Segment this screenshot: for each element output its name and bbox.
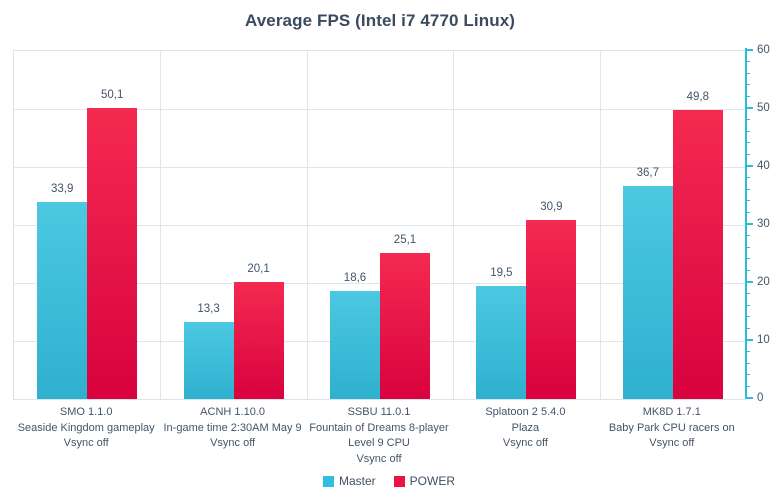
category-label-line: SSBU 11.0.1 (347, 406, 411, 418)
y-tick-minor (747, 293, 750, 295)
category-label-4: MK8D 1.7.1 Baby Park CPU racers on Vsync o… (585, 405, 759, 452)
bar-value-label: 49,8 (686, 91, 709, 104)
bar-value-label: 50,1 (100, 89, 124, 102)
y-axis: 0 10 20 30 40 50 60 (745, 44, 778, 404)
bar-value-label: 20,1 (247, 263, 270, 276)
bar-power-4 (672, 110, 723, 399)
bar-master-3 (476, 285, 527, 399)
bar-value-label: 13,3 (197, 302, 220, 315)
category-label-line: Level 9 CPU (348, 437, 410, 449)
y-tick-minor (747, 235, 750, 237)
category-label-line: Vsync off (356, 452, 402, 465)
y-tick-minor (747, 316, 750, 318)
y-tick-major (747, 397, 753, 399)
category-label-line: SMO 1.1.0 (59, 406, 113, 418)
bar-power-0 (87, 108, 138, 399)
legend-label: Master (338, 474, 376, 488)
y-tick-minor (747, 177, 750, 179)
y-tick-minor (747, 61, 750, 63)
legend-item-power: POWER (393, 474, 456, 488)
bar-power-1 (233, 282, 284, 399)
category-label-line: Vsync off (63, 437, 109, 449)
y-tick-label: 60 (757, 44, 770, 56)
category-label-line: Splatoon 2 5.4.0 (485, 406, 566, 418)
category-label-2: SSBU 11.0.1 Fountain of Dreams 8-player Le… (292, 405, 466, 467)
y-tick-major (747, 223, 753, 225)
y-tick-major (747, 165, 753, 167)
y-tick-label: 0 (757, 392, 764, 404)
y-tick-minor (747, 84, 750, 86)
chart-title: Average FPS (Intel i7 4770 Linux) (244, 11, 516, 30)
category-label-line: Seaside Kingdom gameplay (17, 421, 155, 434)
bar-value-label: 36,7 (636, 167, 659, 180)
bar-power-2 (380, 253, 430, 399)
y-tick-minor (747, 188, 750, 190)
y-tick-minor (747, 119, 750, 121)
category-label-line: Baby Park CPU racers on (608, 421, 735, 434)
bar-master-0 (37, 202, 88, 399)
y-tick-label: 50 (757, 102, 770, 114)
y-tick-minor (747, 153, 750, 155)
category-label-1: ACNH 1.10.0 In-game time 2:30AM May 9 Vsyn… (145, 405, 319, 452)
plot-area: 33,9 13,3 18,6 19,5 36,7 50,1 20,1 25,1 30,9 49,8 (13, 50, 746, 400)
y-tick-minor (747, 246, 750, 248)
y-tick-minor (747, 269, 750, 271)
y-tick-label: 20 (757, 276, 770, 288)
category-label-line: Vsync off (210, 437, 256, 449)
gridline-horizontal (14, 167, 746, 168)
y-tick-minor (747, 385, 750, 387)
legend: Master POWER (0, 474, 778, 488)
y-tick-label: 40 (757, 160, 770, 172)
bar-power-3 (526, 219, 577, 399)
y-tick-minor (747, 142, 750, 144)
category-label-line: Fountain of Dreams 8-player (309, 421, 449, 434)
gridline-vertical (600, 51, 601, 399)
y-axis-line (745, 48, 747, 399)
bar-value-label: 18,6 (343, 272, 367, 285)
y-tick-minor (747, 130, 750, 132)
y-tick-minor (747, 211, 750, 213)
gridline-horizontal (14, 225, 746, 226)
bar-value-label: 19,5 (490, 266, 513, 279)
legend-swatch-master (322, 475, 334, 487)
bar-master-1 (183, 321, 234, 399)
gridline-vertical (453, 51, 454, 399)
y-tick-label: 10 (757, 334, 770, 346)
category-label-3: Splatoon 2 5.4.0 Plaza Vsync off (438, 405, 612, 452)
y-tick-major (747, 339, 753, 341)
y-tick-minor (747, 351, 750, 353)
y-tick-major (747, 107, 753, 109)
category-label-line: In-game time 2:30AM May 9 (163, 421, 302, 434)
category-label-line: Vsync off (502, 437, 548, 449)
y-tick-label: 30 (757, 218, 770, 230)
gridline-vertical (160, 51, 161, 399)
bar-value-label: 25,1 (393, 234, 417, 247)
category-label-line: ACNH 1.10.0 (200, 406, 265, 418)
y-tick-minor (747, 200, 750, 202)
y-tick-major (747, 281, 753, 283)
bar-master-2 (330, 291, 380, 399)
y-tick-minor (747, 258, 750, 260)
gridline-vertical (307, 51, 308, 399)
bar-master-4 (622, 186, 673, 399)
category-label-line: MK8D 1.7.1 (642, 406, 701, 418)
category-label-0: SMO 1.1.0 Seaside Kingdom gameplay Vsync o… (0, 405, 173, 452)
y-tick-minor (747, 374, 750, 376)
legend-swatch-power (393, 475, 405, 487)
y-tick-minor (747, 327, 750, 329)
bar-value-label: 30,9 (540, 200, 563, 213)
gridline-horizontal (14, 109, 746, 110)
category-label-line: Plaza (511, 421, 540, 434)
y-tick-minor (747, 304, 750, 306)
legend-item-master: Master (322, 474, 376, 488)
bar-value-label: 33,9 (50, 183, 74, 196)
legend-label: POWER (409, 474, 456, 488)
category-label-line: Vsync off (649, 437, 695, 449)
y-tick-major (747, 49, 753, 51)
y-tick-minor (747, 362, 750, 364)
y-tick-minor (747, 72, 750, 74)
y-tick-minor (747, 95, 750, 97)
